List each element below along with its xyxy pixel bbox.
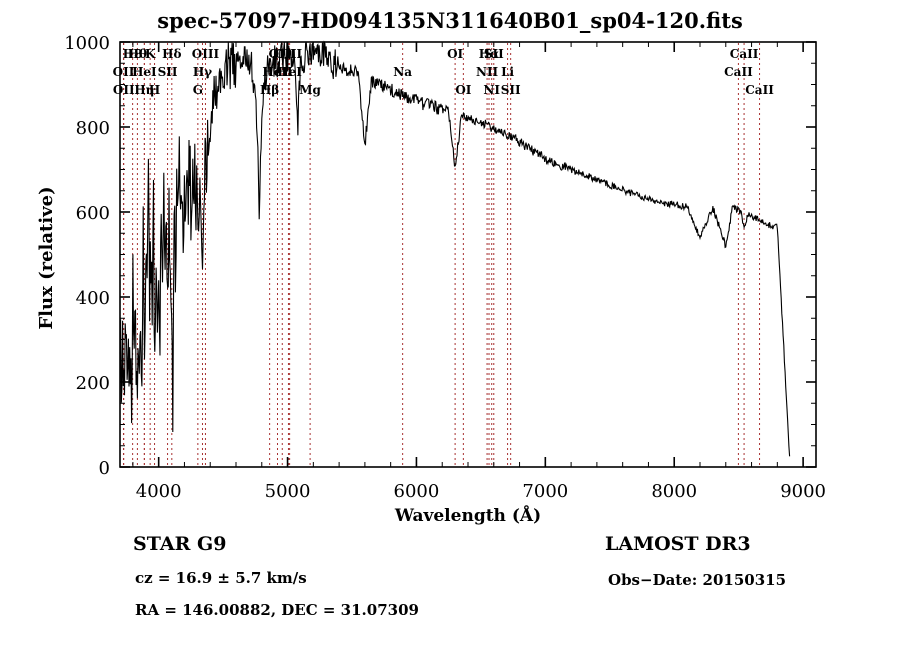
line-label-h: H [149, 83, 160, 97]
line-label-li: Li [501, 65, 514, 79]
axes-group [119, 41, 817, 468]
survey-release-label: LAMOST DR3 [605, 533, 751, 555]
svg-text:600: 600 [76, 203, 110, 224]
line-label-mg: Mg [299, 83, 321, 97]
svg-text:7000: 7000 [522, 481, 568, 502]
line-label-oiii: OIII [192, 47, 220, 61]
svg-text:5000: 5000 [265, 481, 311, 502]
line-label-hei: HeI [132, 65, 157, 79]
line-label-sii: SII [158, 65, 178, 79]
line-label-oii: OII [113, 83, 135, 97]
svg-text:0: 0 [99, 458, 110, 479]
line-marker-group [122, 43, 761, 467]
line-label-heii: HeII [262, 65, 293, 79]
line-label-hei: HeI [277, 65, 302, 79]
y-axis-label: Flux (relative) [36, 186, 57, 329]
svg-text:200: 200 [76, 373, 110, 394]
page-title: spec-57097-HD094135N311640B01_sp04-120.f… [157, 8, 743, 33]
line-label-caii: CaII [730, 47, 759, 61]
svg-text:9000: 9000 [780, 481, 826, 502]
svg-text:8000: 8000 [651, 481, 697, 502]
line-label-hη: Hη [134, 83, 154, 97]
line-label-caii: CaII [745, 83, 774, 97]
line-label-hγ: Hγ [193, 65, 212, 79]
line-label-g: G [193, 83, 203, 97]
line-label-ni: NI [483, 83, 500, 97]
svg-text:400: 400 [76, 288, 110, 309]
coordinates-label: RA = 146.00882, DEC = 31.07309 [135, 601, 419, 619]
line-label-h8: H8 [123, 47, 143, 61]
star-class-label: STAR G9 [133, 533, 227, 555]
line-label-oiii: OIII [269, 47, 297, 61]
line-label-oi: OI [455, 83, 471, 97]
line-label-sii: SII [501, 83, 521, 97]
svg-text:1000: 1000 [64, 33, 110, 54]
observation-date-label: Obs−Date: 20150315 [608, 571, 787, 589]
line-label-hθ: Hθ [128, 47, 147, 61]
line-label-caii: CaII [724, 65, 753, 79]
redshift-velocity-label: cz = 16.9 ± 5.7 km/s [135, 569, 307, 587]
line-label-sii: SII [484, 47, 504, 61]
line-identification-labels: OIIOIIH8HθHηHeIKHSIIHδGHγOIIIHβHeIIOIIIO… [113, 47, 775, 97]
x-axis-label: Wavelength (Å) [394, 504, 541, 526]
svg-text:800: 800 [76, 118, 110, 139]
line-label-k: K [145, 47, 156, 61]
svg-text:4000: 4000 [136, 481, 182, 502]
line-label-oii: OII [113, 65, 135, 79]
line-label-hδ: Hδ [162, 47, 181, 61]
spectrum-curve [119, 40, 791, 457]
line-label-oiii: OIII [275, 47, 303, 61]
line-label-nii: NII [476, 65, 499, 79]
line-label-hα: Hα [479, 47, 500, 61]
line-label-na: Na [393, 65, 412, 79]
axis-tick-labels: 4000 5000 6000 7000 8000 9000 0 200 400 600 800 100… [64, 33, 826, 502]
line-label-hβ: Hβ [260, 83, 279, 97]
svg-text:6000: 6000 [394, 481, 440, 502]
line-label-oi: OI [447, 47, 463, 61]
